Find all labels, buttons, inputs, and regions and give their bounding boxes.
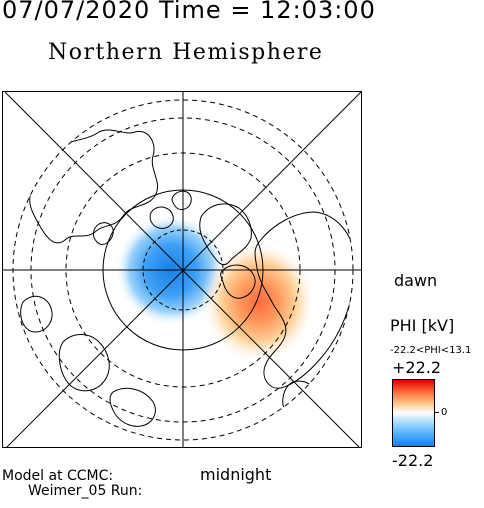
potential-pattern bbox=[115, 214, 311, 364]
coastline-scandinavia bbox=[220, 264, 256, 299]
model-run-label: Weimer_05 Run: bbox=[28, 483, 143, 499]
positive-potential-cell bbox=[195, 240, 311, 364]
coastline-greenland bbox=[199, 203, 252, 266]
coastline-eurasia bbox=[254, 211, 353, 389]
coastline-arctic-islands bbox=[149, 190, 192, 229]
coastline-alaska bbox=[58, 334, 110, 392]
coastlines bbox=[20, 129, 353, 427]
midnight-label: midnight bbox=[200, 465, 272, 484]
coastline-pacific bbox=[109, 387, 156, 427]
meridian-diagonal-2 bbox=[6, 92, 361, 447]
colorbar-range: -22.2<PHI<13.1 bbox=[390, 345, 472, 356]
colorbar-title: PHI [kV] bbox=[390, 316, 455, 335]
model-label: Model at CCMC: bbox=[2, 468, 114, 484]
meridian-lines bbox=[3, 92, 361, 447]
colorbar bbox=[392, 379, 435, 447]
coastline-asia-east bbox=[282, 380, 317, 416]
dawn-label: dawn bbox=[394, 271, 438, 290]
colorbar-zero-tick bbox=[435, 412, 439, 413]
colorbar-max-label: +22.2 bbox=[392, 358, 442, 377]
colorbar-min-label: -22.2 bbox=[392, 451, 434, 470]
coastline-hudson-bay bbox=[92, 222, 114, 245]
polar-map-canvas bbox=[3, 92, 361, 447]
date-time-title: 07/07/2020 Time = 12:03:00 bbox=[2, 0, 376, 24]
coastline-alaska-west bbox=[20, 295, 53, 333]
polar-map bbox=[2, 91, 362, 448]
coastline-canada bbox=[29, 129, 158, 244]
colorbar-zero-label: 0 bbox=[441, 407, 448, 418]
hemisphere-title: Northern Hemisphere bbox=[48, 40, 324, 65]
